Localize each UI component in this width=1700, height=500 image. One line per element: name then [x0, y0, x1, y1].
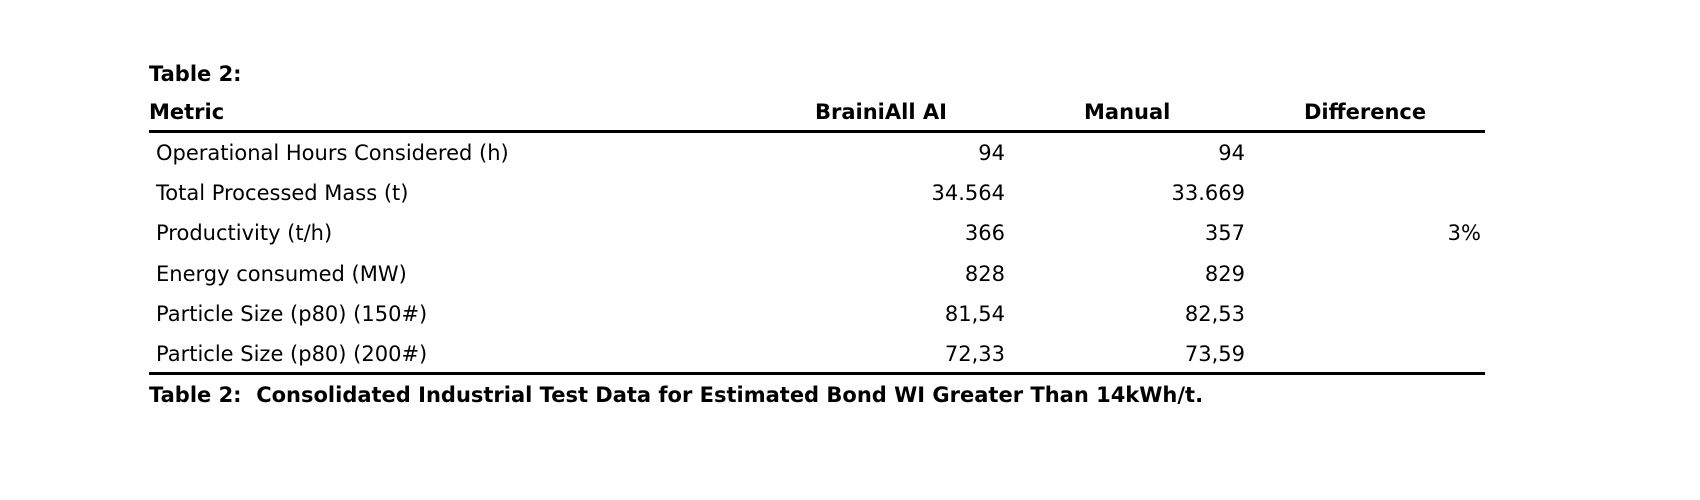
- header-rule: [149, 130, 1485, 133]
- row-label: Total Processed Mass (t): [156, 181, 409, 206]
- cell: 94: [1218, 141, 1245, 165]
- column-header: BrainiAll AI: [815, 100, 947, 124]
- cell: 34.564: [931, 181, 1005, 206]
- cell: 366: [964, 221, 1005, 246]
- cell: 3%: [1447, 221, 1481, 246]
- row-label: Productivity (t/h): [156, 221, 333, 246]
- column-header: Difference: [1304, 100, 1427, 124]
- bottom-rule: [149, 372, 1485, 375]
- row-label: Particle Size (p80) (200#): [156, 342, 428, 366]
- cell: 33.669: [1171, 181, 1245, 206]
- cell: 73,59: [1184, 342, 1245, 366]
- cell: 94: [978, 141, 1005, 165]
- cell: 829: [1204, 261, 1245, 286]
- row-label: Energy consumed (MW): [156, 261, 407, 286]
- cell: 82,53: [1184, 301, 1245, 326]
- table-label: Table 2:: [149, 62, 242, 86]
- caption: Table 2: Consolidated Industrial Test Da…: [149, 383, 1204, 407]
- column-header: Metric: [149, 100, 225, 124]
- row-label: Particle Size (p80) (150#): [156, 301, 428, 326]
- cell: 72,33: [944, 342, 1005, 366]
- cell: 81,54: [944, 301, 1005, 326]
- column-header: Manual: [1084, 100, 1171, 124]
- cell: 357: [1204, 221, 1245, 246]
- cell: 828: [964, 261, 1005, 286]
- row-label: Operational Hours Considered (h): [156, 141, 509, 165]
